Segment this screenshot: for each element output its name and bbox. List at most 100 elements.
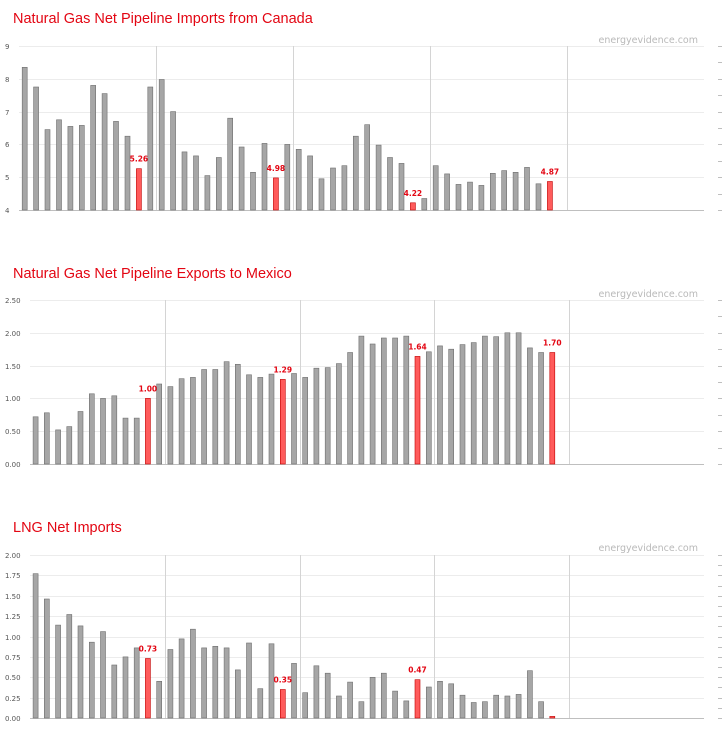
bar (369, 676, 376, 719)
bar (493, 694, 500, 719)
y-tick-label: 8 (5, 76, 9, 84)
bar (392, 690, 398, 719)
y-tick-label: 6 (5, 141, 10, 149)
y-tick-label: 7 (5, 109, 9, 117)
bar (336, 695, 342, 719)
data-label: 1.64 (408, 342, 427, 351)
bar (170, 111, 176, 211)
bar (524, 167, 530, 211)
chart-title: Natural Gas Net Pipeline Imports from Ca… (13, 11, 313, 27)
bar (56, 119, 62, 211)
bar (122, 417, 129, 465)
bar (257, 688, 264, 719)
y-tick-label: 2.50 (5, 297, 21, 305)
bar (43, 598, 50, 719)
bar (437, 680, 443, 719)
bar (156, 680, 162, 719)
y-tick-label: 1.50 (5, 593, 21, 601)
bar (538, 352, 544, 465)
data-label: 4.22 (404, 189, 423, 198)
bar (216, 157, 222, 211)
bar (324, 672, 331, 719)
bar (235, 669, 241, 719)
bar (178, 378, 185, 465)
y-tick-label: 2.00 (5, 552, 21, 560)
bar (55, 429, 61, 465)
bar (313, 367, 320, 465)
bar (302, 692, 309, 719)
bar (313, 665, 320, 719)
bar (504, 695, 511, 719)
bar (478, 185, 485, 211)
bar (133, 417, 140, 465)
bar (482, 335, 488, 465)
bar (89, 393, 95, 465)
data-label: 5.26 (130, 155, 149, 164)
bar (212, 369, 219, 465)
bar (66, 614, 73, 719)
bar (324, 367, 331, 465)
bar (246, 642, 252, 719)
bar (504, 332, 511, 465)
highlighted-bar (414, 679, 421, 719)
bar (398, 163, 405, 211)
bar (122, 656, 129, 719)
bar (307, 155, 313, 211)
bar (268, 643, 275, 719)
data-label: 4.98 (267, 164, 286, 173)
y-tick-label: 0.50 (5, 674, 21, 682)
bar (223, 647, 230, 719)
data-label: 0.73 (139, 645, 158, 654)
bar (43, 412, 50, 465)
bar (295, 149, 302, 211)
bar (302, 377, 309, 465)
bar (527, 670, 533, 719)
bar (515, 694, 522, 719)
chart-panel-canada-imports: Natural Gas Net Pipeline Imports from Ca… (0, 0, 724, 245)
data-label: 1.00 (139, 384, 158, 393)
bar (100, 398, 106, 465)
bar (111, 664, 118, 719)
bar (133, 647, 140, 719)
bar (364, 124, 371, 211)
bar (403, 335, 410, 465)
bar (181, 151, 188, 211)
bar (459, 344, 466, 465)
bar (467, 181, 473, 211)
data-label: 0.35 (274, 676, 293, 685)
y-tick-label: 2.00 (5, 330, 21, 338)
bar (432, 165, 439, 211)
bar (204, 175, 211, 211)
bar (330, 167, 336, 211)
bar (158, 79, 165, 211)
data-label: 1.29 (274, 365, 293, 374)
bar (482, 701, 488, 719)
y-tick-label: 0.50 (5, 428, 21, 436)
bar (33, 86, 39, 211)
y-tick-label: 1.25 (5, 613, 21, 621)
bar (201, 369, 207, 465)
bar (369, 343, 376, 465)
bar (261, 143, 268, 211)
bar (44, 129, 51, 211)
bar (444, 173, 450, 211)
bar (111, 395, 118, 465)
y-tick-label: 0.25 (5, 695, 21, 703)
bar (470, 342, 477, 465)
bar (425, 686, 432, 719)
bar (156, 383, 162, 465)
bar (538, 701, 544, 719)
bar (403, 700, 410, 719)
bar (167, 649, 174, 719)
bar (167, 386, 174, 465)
bar (67, 126, 74, 211)
bar (387, 157, 393, 211)
bar (113, 121, 119, 211)
bar (448, 348, 455, 465)
highlighted-bar (549, 716, 556, 719)
highlighted-bar (145, 398, 151, 465)
bar (89, 641, 95, 719)
bar (101, 93, 108, 211)
bar (100, 631, 106, 719)
